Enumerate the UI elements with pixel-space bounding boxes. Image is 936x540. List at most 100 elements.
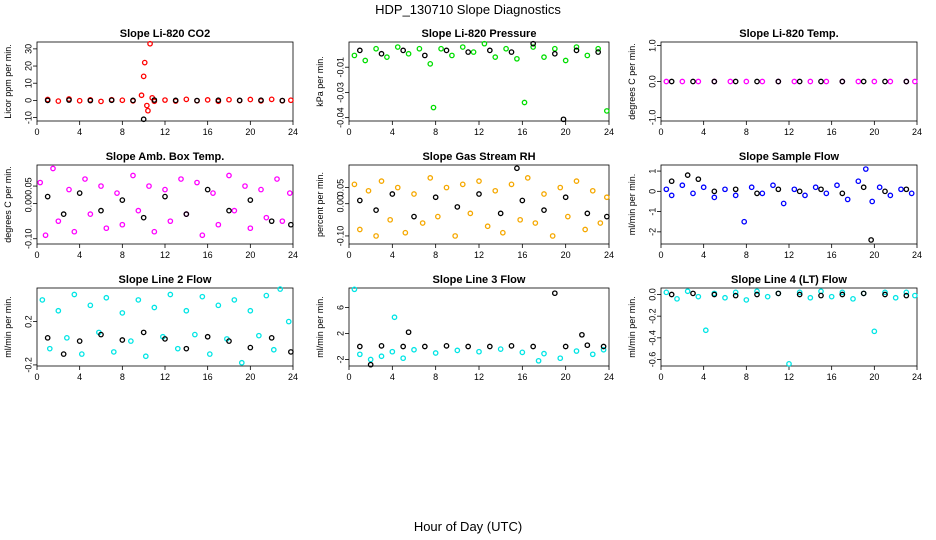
- data-point: [389, 348, 396, 355]
- data-point: [39, 297, 46, 303]
- data-point: [802, 192, 808, 199]
- data-point: [603, 213, 610, 220]
- data-point: [770, 182, 776, 189]
- data-point: [183, 96, 190, 103]
- data-point: [288, 97, 294, 104]
- data-point: [908, 190, 915, 197]
- x-tick-label: 20: [561, 250, 571, 260]
- x-tick-label: 24: [912, 372, 922, 382]
- data-point: [459, 44, 466, 50]
- y-tick-label: 20: [23, 61, 33, 71]
- data-point: [519, 197, 526, 204]
- panel-frame: [660, 41, 918, 122]
- data-point: [700, 184, 707, 191]
- data-point: [215, 302, 222, 309]
- data-point: [192, 331, 198, 338]
- chart-panel-1: Slope Li-820 CO2 Licor ppm per min. 0 4 8 12 1…: [3, 28, 298, 137]
- y-tick-label: 0: [23, 98, 33, 103]
- x-tick-label: 0: [34, 250, 39, 260]
- data-point: [476, 191, 482, 197]
- data-point: [484, 223, 491, 230]
- data-point: [530, 343, 537, 350]
- data-point: [732, 78, 739, 85]
- data-point: [247, 225, 254, 232]
- y-tick-label: -0.2: [647, 308, 657, 324]
- data-point: [764, 293, 771, 300]
- data-point: [796, 289, 803, 296]
- data-point: [679, 78, 686, 85]
- chart-panel-8: Slope Line 3 Flow ml/min per min. 0 4 8 12 16 2…: [315, 274, 614, 382]
- data-point: [204, 97, 211, 103]
- x-tick-label: 8: [744, 127, 749, 137]
- data-point: [465, 343, 472, 350]
- data-point: [560, 116, 567, 123]
- data-point: [589, 187, 596, 194]
- panel-frame: [348, 164, 610, 245]
- data-point: [465, 49, 472, 55]
- data-point: [486, 47, 493, 54]
- data-point: [400, 343, 407, 350]
- data-point: [828, 293, 835, 300]
- y-tick-label: -1: [647, 208, 657, 216]
- x-tick-label: 12: [160, 250, 170, 260]
- data-point: [356, 226, 363, 233]
- data-point: [64, 334, 70, 341]
- x-tick-label: 4: [701, 250, 706, 260]
- data-point: [140, 116, 147, 123]
- data-point: [194, 179, 200, 186]
- data-point: [508, 49, 515, 55]
- data-point: [167, 291, 174, 298]
- x-tick-label: 12: [784, 127, 794, 137]
- data-point: [391, 314, 398, 321]
- data-point: [732, 289, 739, 296]
- data-point: [285, 318, 292, 325]
- y-tick-label: -0.6: [647, 352, 657, 368]
- data-point: [882, 188, 888, 195]
- data-point: [668, 192, 675, 199]
- x-tick-label: 16: [827, 127, 837, 137]
- data-point: [727, 78, 734, 85]
- data-point: [711, 194, 718, 201]
- data-point: [142, 353, 149, 360]
- data-point: [668, 178, 675, 185]
- data-point: [351, 181, 358, 188]
- data-point: [668, 291, 675, 298]
- data-point: [882, 291, 888, 298]
- data-point: [128, 338, 134, 344]
- data-point: [754, 78, 760, 85]
- data-point: [663, 78, 670, 85]
- data-point: [786, 360, 792, 367]
- data-point: [860, 290, 867, 297]
- data-point: [365, 187, 372, 194]
- data-point: [162, 336, 168, 342]
- data-point: [378, 353, 385, 360]
- data-point: [823, 190, 830, 197]
- data-point: [87, 211, 94, 218]
- data-point: [892, 294, 899, 301]
- chart-panel-9: Slope Line 4 (LT) Flow ml/min per min. 0 4 8…: [627, 274, 922, 382]
- data-point: [140, 329, 147, 336]
- chart-panel-7: Slope Line 2 Flow ml/min per min. 0 4 8 12 16 2…: [3, 274, 298, 382]
- data-point: [882, 78, 888, 85]
- data-point: [394, 44, 401, 50]
- data-point: [76, 190, 83, 196]
- data-point: [421, 52, 428, 59]
- x-tick-label: 12: [784, 372, 794, 382]
- data-point: [130, 172, 136, 179]
- data-point: [110, 349, 117, 355]
- data-point: [796, 291, 803, 298]
- data-point: [378, 178, 385, 184]
- data-point: [541, 207, 547, 213]
- panel-title: Slope Sample Flow: [739, 151, 840, 163]
- series-all: [663, 78, 918, 85]
- data-point: [834, 182, 840, 189]
- data-point: [141, 59, 148, 66]
- data-point: [796, 188, 803, 195]
- data-point: [584, 52, 591, 59]
- data-point: [98, 183, 104, 189]
- data-point: [151, 228, 158, 235]
- panel-y-axis-label: kPa per min.: [315, 56, 325, 107]
- chart-panel-5: Slope Gas Stream RH percent per min. 0 4 8 12…: [315, 151, 614, 260]
- data-point: [519, 349, 526, 356]
